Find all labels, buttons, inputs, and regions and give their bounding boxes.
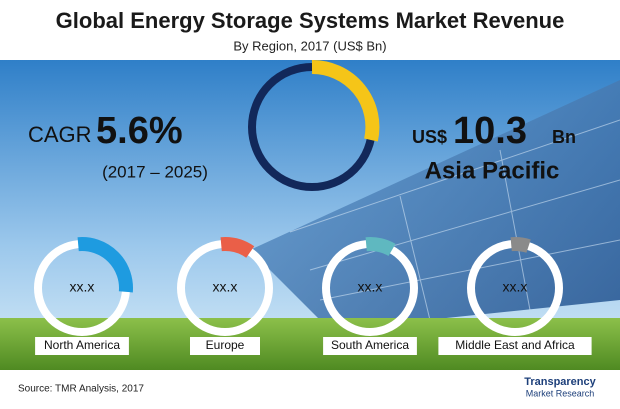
regions: xx.x North America xx.x Europe xx.x South Ame… <box>34 237 592 355</box>
region-value: xx.x <box>70 279 95 295</box>
region-label-box <box>35 337 129 355</box>
title: Global Energy Storage Systems Market Rev… <box>56 8 565 33</box>
highlight-currency: US$ <box>412 127 447 147</box>
region-ring-arc <box>220 237 255 258</box>
cagr-value: 5.6% <box>96 110 183 152</box>
main-ring-arc <box>311 59 380 142</box>
region-value: xx.x <box>213 279 238 295</box>
region-ring-arc <box>365 237 396 257</box>
region-value: xx.x <box>358 279 383 295</box>
logo-line: Transparency <box>524 376 596 388</box>
region-label-box <box>190 337 260 355</box>
region-label: Middle East and Africa <box>455 338 575 352</box>
cagr-period: (2017 – 2025) <box>102 162 208 181</box>
region-label: North America <box>44 338 120 352</box>
cagr-label: CAGR <box>28 122 92 147</box>
source: Source: TMR Analysis, 2017 <box>18 384 144 395</box>
highlight-unit: Bn <box>552 127 576 147</box>
region-label-box <box>438 337 592 355</box>
highlight-value: 10.3 <box>453 110 527 152</box>
region-ring-arc <box>510 237 531 253</box>
region-ring-arc <box>77 237 133 293</box>
highlight-region: Asia Pacific <box>425 157 560 184</box>
region-label-box <box>323 337 417 355</box>
region-label: Europe <box>206 338 245 352</box>
logo-line: Market Research <box>526 388 595 398</box>
region-value: xx.x <box>503 279 528 295</box>
subtitle: By Region, 2017 (US$ Bn) <box>233 38 386 53</box>
region-label: South America <box>331 338 409 352</box>
